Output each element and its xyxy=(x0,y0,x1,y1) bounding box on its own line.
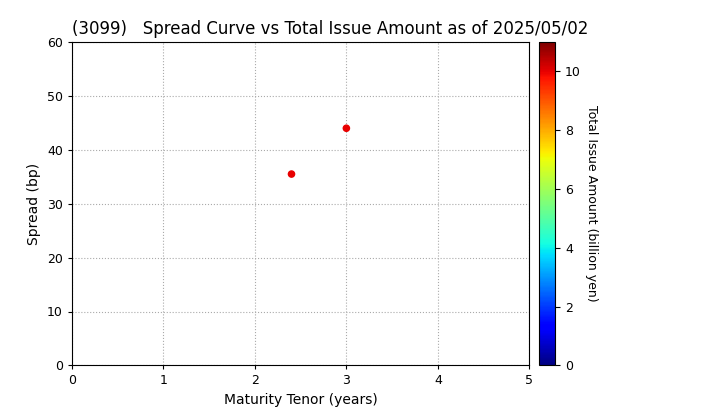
Y-axis label: Total Issue Amount (billion yen): Total Issue Amount (billion yen) xyxy=(585,105,598,302)
Text: (3099)   Spread Curve vs Total Issue Amount as of 2025/05/02: (3099) Spread Curve vs Total Issue Amoun… xyxy=(72,20,588,38)
Point xyxy=(341,125,352,131)
Y-axis label: Spread (bp): Spread (bp) xyxy=(27,163,42,245)
X-axis label: Maturity Tenor (years): Maturity Tenor (years) xyxy=(224,393,377,407)
Point xyxy=(286,171,297,177)
